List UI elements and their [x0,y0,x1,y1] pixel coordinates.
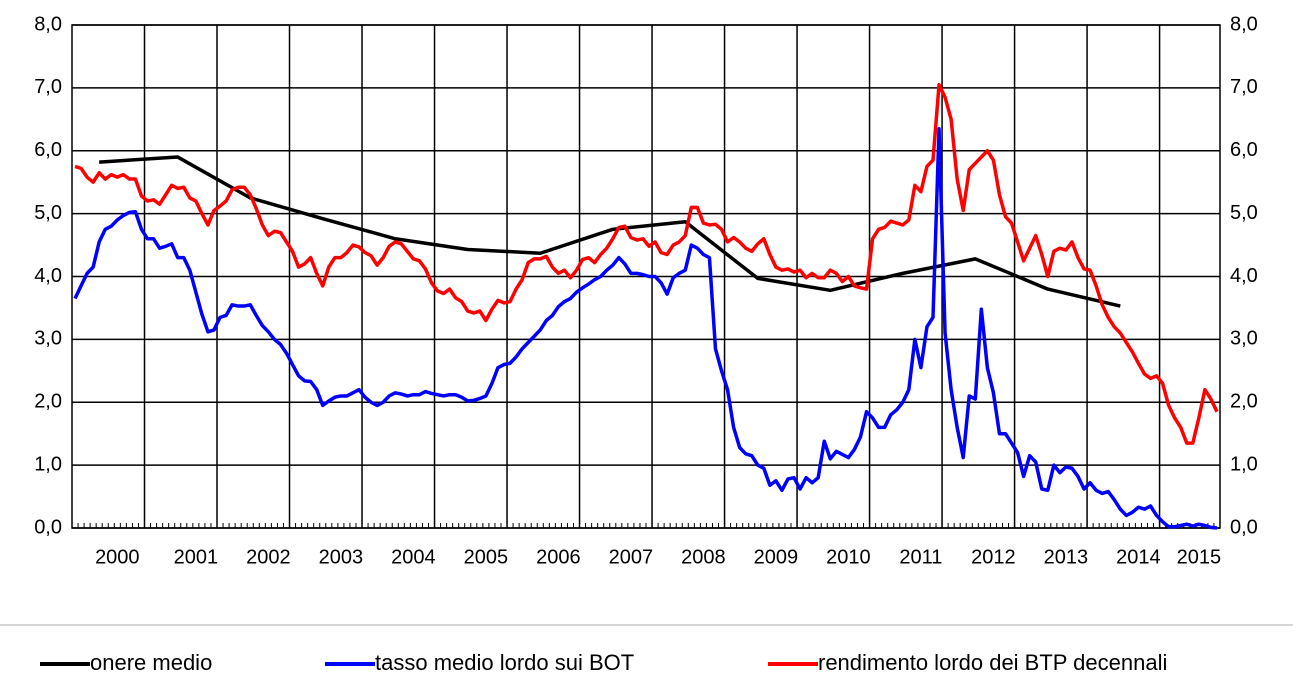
y2-tick-label: 4,0 [1230,265,1258,287]
series-line [74,82,1219,445]
legend-label: tasso medio lordo sui BOT [375,650,634,675]
x-tick-label: 2008 [681,546,726,568]
x-tick-label: 2011 [899,546,942,568]
y2-tick-label: 6,0 [1230,139,1258,161]
x-tick-label: 2014 [1116,546,1161,568]
y-tick-label: 5,0 [34,202,62,224]
series-line [73,126,1218,530]
y-tick-label: 2,0 [34,391,62,413]
legend-label: onere medio [90,650,212,675]
x-tick-label: 2013 [1044,546,1089,568]
x-tick-label: 2007 [609,546,654,568]
y-tick-label: 3,0 [34,328,62,350]
x-tick-label: 2015 [1177,546,1222,568]
x-tick-label: 2009 [754,546,799,568]
series-line [99,155,1121,308]
y2-tick-label: 2,0 [1230,391,1258,413]
y-tick-label: 6,0 [34,139,62,161]
y-tick-label: 0,0 [34,516,62,538]
y2-tick-label: 8,0 [1230,13,1258,35]
y-tick-label: 4,0 [34,265,62,287]
legend-label: rendimento lordo dei BTP decennali [818,650,1167,675]
x-tick-label: 2000 [95,546,140,568]
y2-tick-label: 7,0 [1230,76,1258,98]
x-tick-label: 2003 [319,546,364,568]
y2-tick-label: 5,0 [1230,202,1258,224]
y-tick-label: 7,0 [34,76,62,98]
y2-tick-label: 3,0 [1230,328,1258,350]
x-tick-label: 2005 [464,546,509,568]
x-tick-label: 2004 [391,546,436,568]
y-tick-label: 1,0 [34,453,62,475]
x-tick-label: 2012 [971,546,1016,568]
x-tick-label: 2001 [174,546,219,568]
x-tick-label: 2002 [246,546,291,568]
y2-tick-label: 1,0 [1230,453,1258,475]
y2-tick-label: 0,0 [1230,516,1258,538]
x-tick-label: 2006 [536,546,581,568]
y-tick-label: 8,0 [34,13,62,35]
x-tick-label: 2010 [826,546,871,568]
